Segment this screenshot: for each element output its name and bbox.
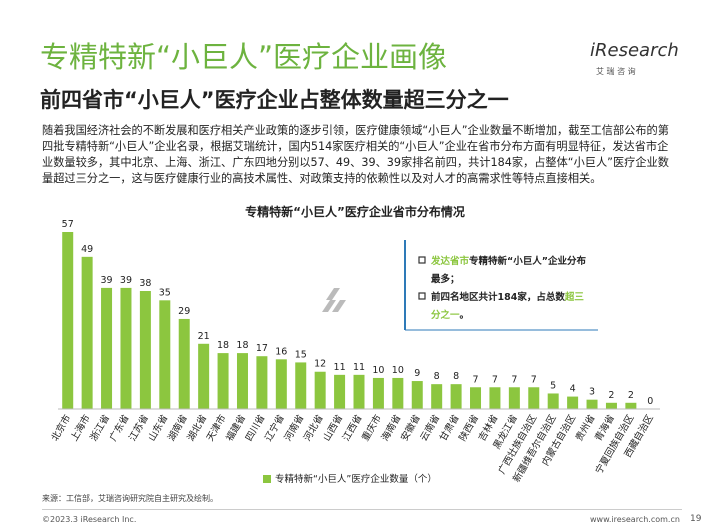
value-label: 10	[372, 365, 384, 376]
value-label: 17	[256, 343, 268, 354]
value-label: 7	[511, 374, 517, 385]
title: 专精特新“小巨人”医疗企业画像	[40, 40, 448, 74]
callout-text: 发达省市专精特新“小巨人”企业分布	[430, 255, 587, 267]
callout: 发达省市专精特新“小巨人”企业分布最多；前四名地区共计184家，占总数超三分之一…	[418, 255, 587, 321]
bar	[295, 362, 307, 409]
value-label: 29	[178, 306, 190, 317]
value-label: 2	[608, 390, 614, 401]
value-label: 5	[550, 380, 556, 391]
callout-text: 分之一。	[431, 309, 469, 321]
value-label: 18	[236, 340, 248, 351]
bullet	[418, 292, 426, 300]
bar	[431, 384, 443, 409]
bar	[508, 387, 520, 409]
value-label: 39	[120, 275, 132, 286]
value-label: 3	[589, 387, 595, 398]
subtitle: 前四省市“小巨人”医疗企业占整体数量超三分之一	[40, 88, 509, 112]
callout-segment: 发达省市	[430, 255, 470, 267]
bar	[217, 353, 229, 409]
logo: iResearch	[590, 40, 679, 61]
bar	[528, 387, 540, 409]
value-label: 0	[647, 396, 653, 407]
bar	[81, 256, 93, 409]
value-label: 11	[334, 362, 346, 373]
bar	[625, 402, 637, 409]
bar	[314, 371, 326, 409]
bar	[489, 387, 501, 409]
value-label: 39	[101, 275, 113, 286]
bar	[605, 402, 617, 409]
bar	[62, 232, 74, 409]
page-number: 19	[690, 514, 702, 524]
value-label: 8	[453, 371, 459, 382]
value-label: 18	[217, 340, 229, 351]
value-label: 7	[531, 374, 537, 385]
value-label: 15	[295, 349, 307, 360]
bar	[567, 396, 579, 409]
bar	[353, 374, 365, 409]
callout-segment: 最多；	[431, 273, 460, 285]
value-label: 7	[472, 374, 478, 385]
bar	[586, 399, 598, 409]
value-label: 9	[414, 368, 420, 379]
bar	[411, 381, 423, 409]
bar	[334, 374, 346, 409]
value-label: 8	[434, 371, 440, 382]
value-label: 4	[570, 384, 576, 395]
decor-arrows	[322, 288, 346, 312]
bar	[372, 377, 384, 409]
bar	[139, 291, 151, 409]
bar	[101, 287, 113, 409]
value-label: 57	[62, 219, 74, 230]
bar	[547, 393, 559, 409]
value-label: 11	[353, 362, 365, 373]
bar	[198, 343, 210, 409]
callout-segment: 前四名地区共计184家，占总数	[431, 291, 565, 303]
footer-rule	[42, 509, 682, 510]
callout-text: 最多；	[431, 273, 460, 285]
value-label: 12	[314, 359, 326, 370]
value-label: 35	[159, 287, 171, 298]
value-label: 49	[81, 244, 93, 255]
value-label: 10	[392, 365, 404, 376]
bar	[178, 318, 190, 409]
bar	[256, 356, 268, 409]
callout-segment: 专精特新“小巨人”企业分布	[469, 255, 586, 267]
legend-label: 专精特新“小巨人”医疗企业数量（个）	[275, 473, 437, 485]
bar	[470, 387, 482, 409]
bar	[236, 353, 248, 409]
bar	[120, 287, 132, 409]
bar	[450, 384, 462, 409]
source: 来源：工信部，艾瑞咨询研究院自主研究及绘制。	[42, 494, 218, 503]
chart-title: 专精特新“小巨人”医疗企业省市分布情况	[245, 204, 465, 219]
callout-segment: 超三	[564, 291, 585, 303]
callout-segment: 分之一	[431, 309, 460, 321]
value-label: 21	[198, 331, 210, 342]
logo-sub: 艾 瑞 咨 询	[596, 67, 636, 76]
website: www.iresearch.com.cn	[590, 515, 680, 524]
value-label: 7	[492, 374, 498, 385]
callout-segment: 。	[460, 310, 470, 321]
callout-text: 前四名地区共计184家，占总数超三	[431, 291, 584, 303]
copyright: ©2023.3 iResearch Inc.	[42, 515, 137, 524]
bar	[392, 377, 404, 409]
bar	[275, 359, 287, 409]
value-label: 2	[628, 390, 634, 401]
paragraph: 随着我国经济社会的不断发展和医疗相关产业政策的逐步引领，医疗健康领域“小巨人”企…	[42, 124, 669, 185]
value-label: 38	[139, 278, 151, 289]
bar	[159, 300, 171, 409]
legend-swatch	[263, 475, 271, 483]
value-label: 16	[275, 346, 287, 357]
bullet	[418, 256, 426, 264]
